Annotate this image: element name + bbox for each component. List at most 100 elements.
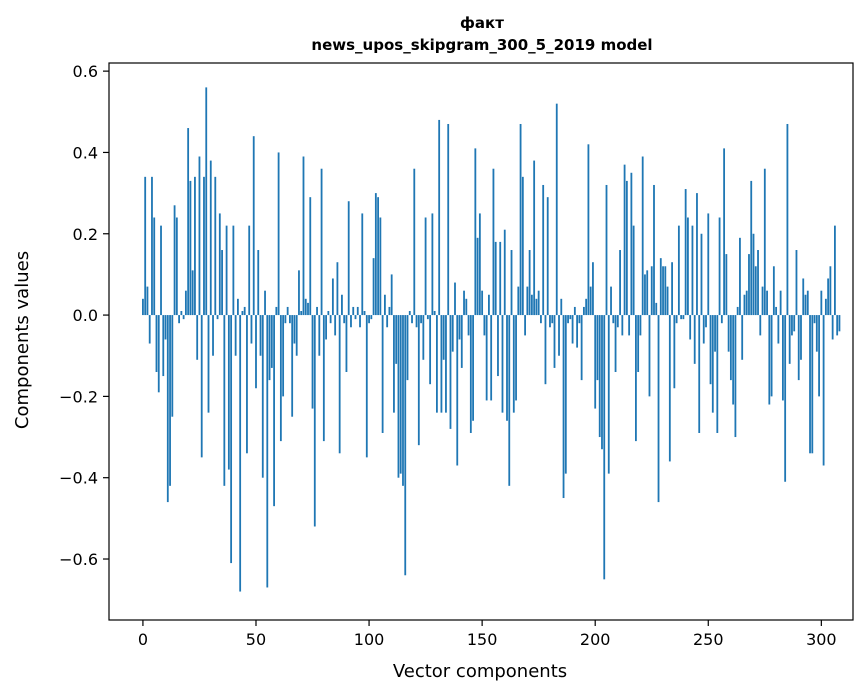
x-axis-ticks: 0 50 100 150 200 250 300 — [138, 620, 837, 649]
bar — [320, 168, 323, 316]
bar — [637, 315, 640, 372]
bar — [343, 315, 346, 324]
bar — [684, 189, 687, 316]
bar — [433, 311, 436, 316]
bar — [822, 315, 825, 466]
bar — [449, 315, 452, 429]
x-tick-label: 300 — [806, 630, 837, 649]
bar — [748, 254, 750, 316]
bar — [175, 217, 178, 316]
x-tick-label: 100 — [354, 630, 385, 649]
bar — [601, 315, 603, 450]
bar — [804, 294, 807, 316]
bar — [716, 315, 719, 433]
bar — [725, 254, 728, 316]
bar — [687, 217, 689, 316]
bar — [811, 315, 814, 454]
bar — [164, 315, 167, 340]
bar — [709, 315, 712, 385]
bar — [770, 315, 773, 397]
bar — [160, 225, 162, 316]
bar — [621, 315, 624, 336]
bar — [499, 241, 502, 316]
bar — [791, 315, 793, 336]
bar — [650, 266, 653, 316]
bar — [230, 315, 233, 564]
bar — [592, 262, 594, 316]
bar — [390, 274, 393, 316]
bar — [374, 193, 377, 316]
bar — [411, 315, 413, 324]
bar — [754, 266, 757, 316]
bar — [693, 315, 696, 364]
bar — [494, 241, 497, 316]
bar — [727, 315, 730, 352]
bar — [818, 315, 820, 397]
bar — [395, 315, 398, 364]
bar — [578, 315, 581, 324]
bar — [580, 315, 583, 381]
bar — [216, 315, 219, 320]
bar — [772, 266, 775, 316]
bar — [467, 315, 470, 336]
bar — [524, 315, 526, 336]
x-tick-label: 200 — [580, 630, 611, 649]
bar — [255, 315, 257, 389]
bar — [388, 306, 391, 316]
bar — [528, 250, 531, 316]
bar — [682, 315, 685, 320]
bar — [194, 176, 196, 316]
bar — [729, 315, 732, 381]
bar — [243, 306, 246, 316]
bar — [465, 298, 468, 316]
bar — [623, 164, 626, 316]
bar — [422, 315, 425, 360]
chart-subtitle: news_upos_skipgram_300_5_2019 model — [311, 36, 652, 54]
bar — [560, 298, 563, 316]
bar — [510, 250, 513, 316]
bar — [372, 258, 375, 316]
bars-group — [142, 87, 841, 592]
bar — [635, 315, 637, 442]
bar — [677, 225, 680, 316]
bar — [313, 315, 316, 527]
bar — [402, 315, 404, 486]
chart-title: факт — [460, 14, 504, 32]
bar — [417, 315, 420, 446]
bar — [781, 315, 784, 401]
bar — [702, 315, 705, 344]
bar — [834, 225, 836, 316]
bar — [352, 306, 355, 316]
x-tick-label: 50 — [246, 630, 266, 649]
bar — [838, 315, 841, 332]
bar — [714, 315, 716, 352]
bar — [445, 315, 447, 413]
bar — [454, 282, 456, 316]
bar — [218, 213, 221, 316]
bar — [571, 315, 574, 344]
bar — [836, 315, 839, 336]
bar — [191, 270, 194, 316]
bar — [533, 160, 536, 316]
bar — [664, 266, 667, 316]
bar — [399, 315, 402, 474]
bar — [451, 315, 454, 352]
bar — [146, 286, 149, 316]
bar — [515, 315, 517, 401]
bar — [447, 123, 450, 316]
bar — [752, 233, 755, 316]
bar — [415, 315, 418, 328]
bar — [653, 184, 655, 316]
bar — [691, 225, 694, 316]
bar — [793, 315, 796, 332]
bar — [438, 119, 441, 316]
bar — [440, 315, 443, 413]
bar — [483, 315, 486, 336]
bar — [289, 315, 291, 324]
bar — [610, 286, 612, 316]
y-axis-label: Components values — [12, 251, 33, 429]
bar — [476, 237, 479, 316]
bar — [824, 298, 827, 316]
bar — [304, 298, 307, 316]
bar — [632, 225, 635, 316]
